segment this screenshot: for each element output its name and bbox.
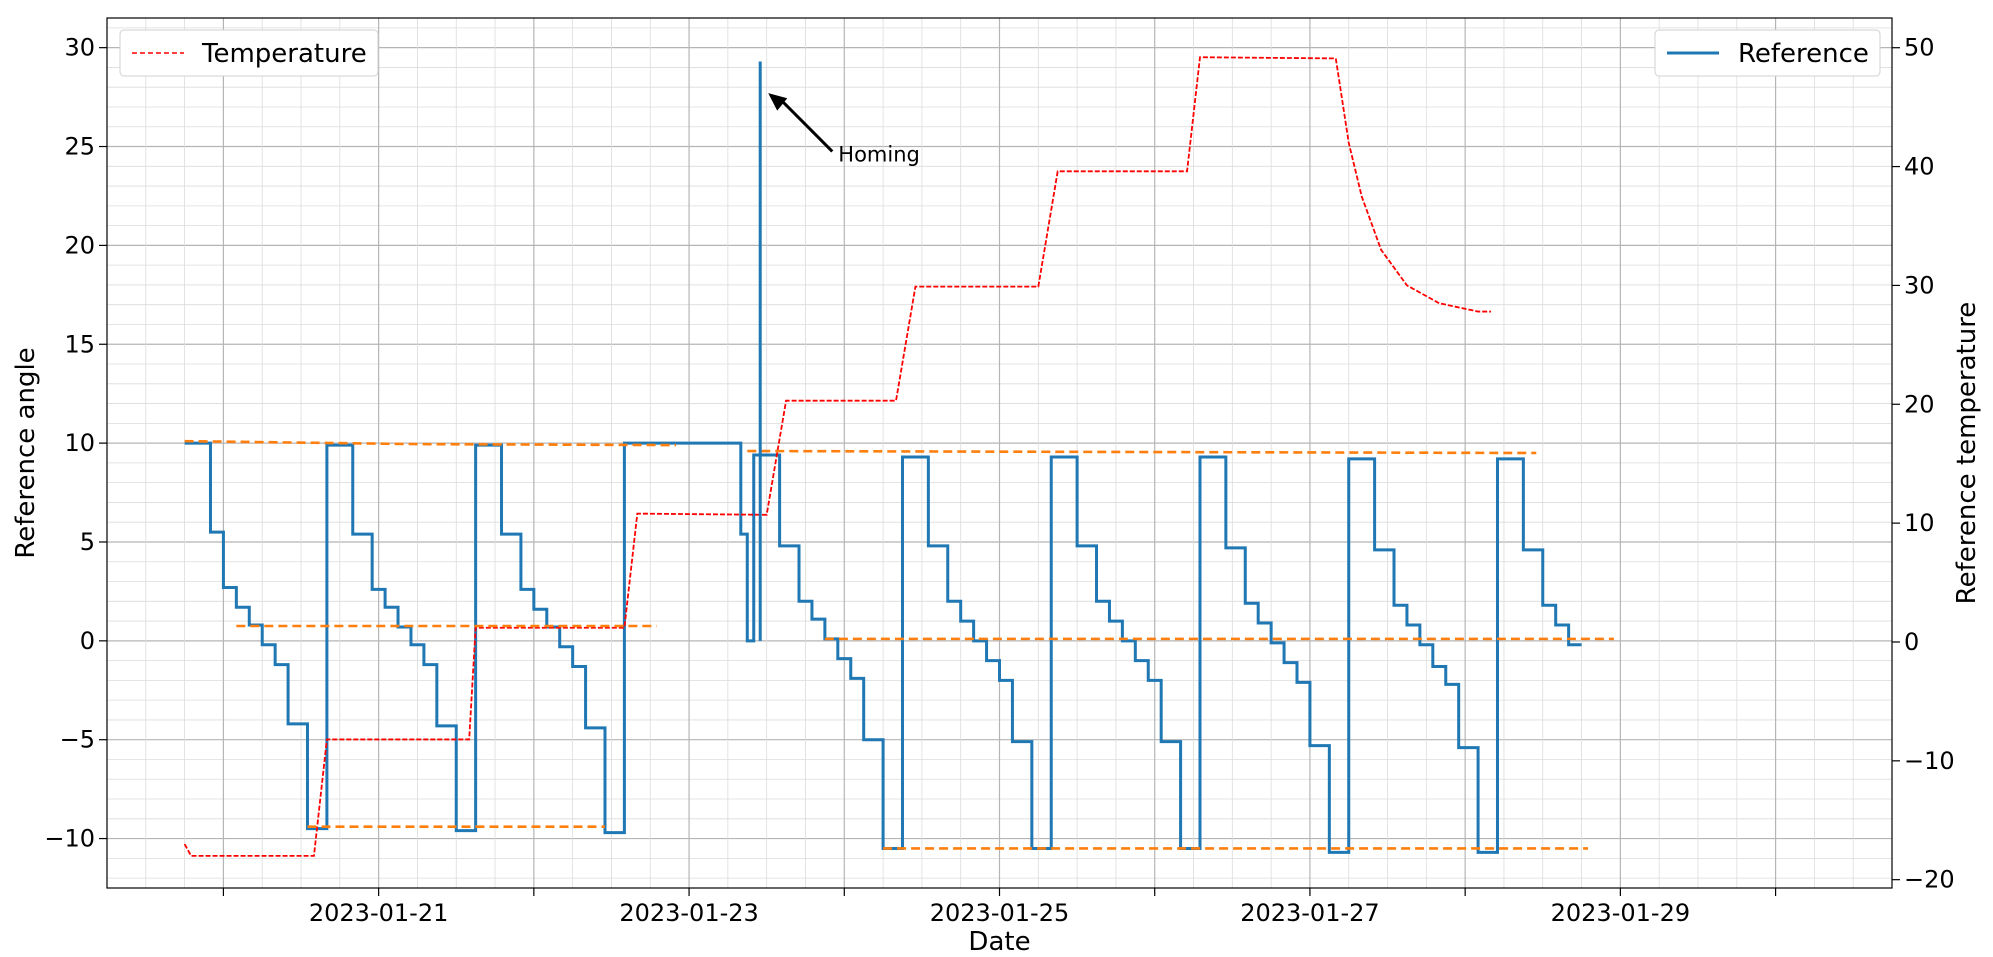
y2-tick-label: 40 (1904, 153, 1935, 181)
y-tick-label: −5 (60, 726, 95, 754)
y-tick-label: −10 (44, 825, 95, 853)
legend-temperature: Temperature (119, 29, 379, 77)
y2-axis-label: Reference temperature (1952, 302, 1982, 605)
homing-annotation: Homing (838, 142, 920, 166)
y2-tick-label: 30 (1904, 271, 1935, 299)
legend-box (1654, 29, 1881, 77)
legend-label-reference: Reference (1738, 39, 1869, 69)
y-tick-label: 20 (64, 231, 95, 259)
series-temperature-line (183, 56, 1492, 857)
x-tick-label: 2023-01-29 (1551, 899, 1690, 927)
annotation-layer: Homing (768, 93, 920, 166)
label-layer: Date Reference angle Reference temperatu… (11, 302, 1982, 957)
reference-level-line (184, 439, 677, 447)
y2-tick-label: 50 (1904, 34, 1935, 62)
x-tick-label: 2023-01-21 (309, 899, 448, 927)
y2-tick-label: 10 (1904, 509, 1935, 537)
legend-reference: Reference (1654, 29, 1881, 77)
y-tick-label: 0 (80, 627, 95, 655)
legend-label-temperature: Temperature (201, 39, 367, 69)
x-tick-label: 2023-01-25 (930, 899, 1069, 927)
y2-tick-label: 20 (1904, 390, 1935, 418)
y-tick-label: 25 (64, 133, 95, 161)
x-tick-label: 2023-01-23 (619, 899, 758, 927)
homing-arrow-head (768, 93, 788, 111)
axis-layer: −10 −5 0 5 10 15 20 25 30 −20 −10 0 10 20 30 40 50 2023-0… (44, 17, 1955, 927)
homing-arrow (779, 98, 834, 153)
y2-tick-label: 0 (1904, 628, 1919, 656)
y-tick-label: 10 (64, 429, 95, 457)
reference-level-line (747, 449, 1537, 455)
y-tick-label: 30 (64, 34, 95, 62)
y-axis-label: Reference angle (11, 347, 41, 558)
x-axis-label: Date (968, 927, 1030, 957)
y2-tick-label: −20 (1904, 866, 1955, 894)
y2-tick-label: −10 (1904, 747, 1955, 775)
x-tick-label: 2023-01-27 (1240, 899, 1379, 927)
data-layer (183, 56, 1614, 857)
legend-box (119, 29, 379, 77)
grid-layer (106, 18, 1893, 888)
y-tick-label: 5 (80, 528, 95, 556)
y-tick-label: 15 (64, 330, 95, 358)
